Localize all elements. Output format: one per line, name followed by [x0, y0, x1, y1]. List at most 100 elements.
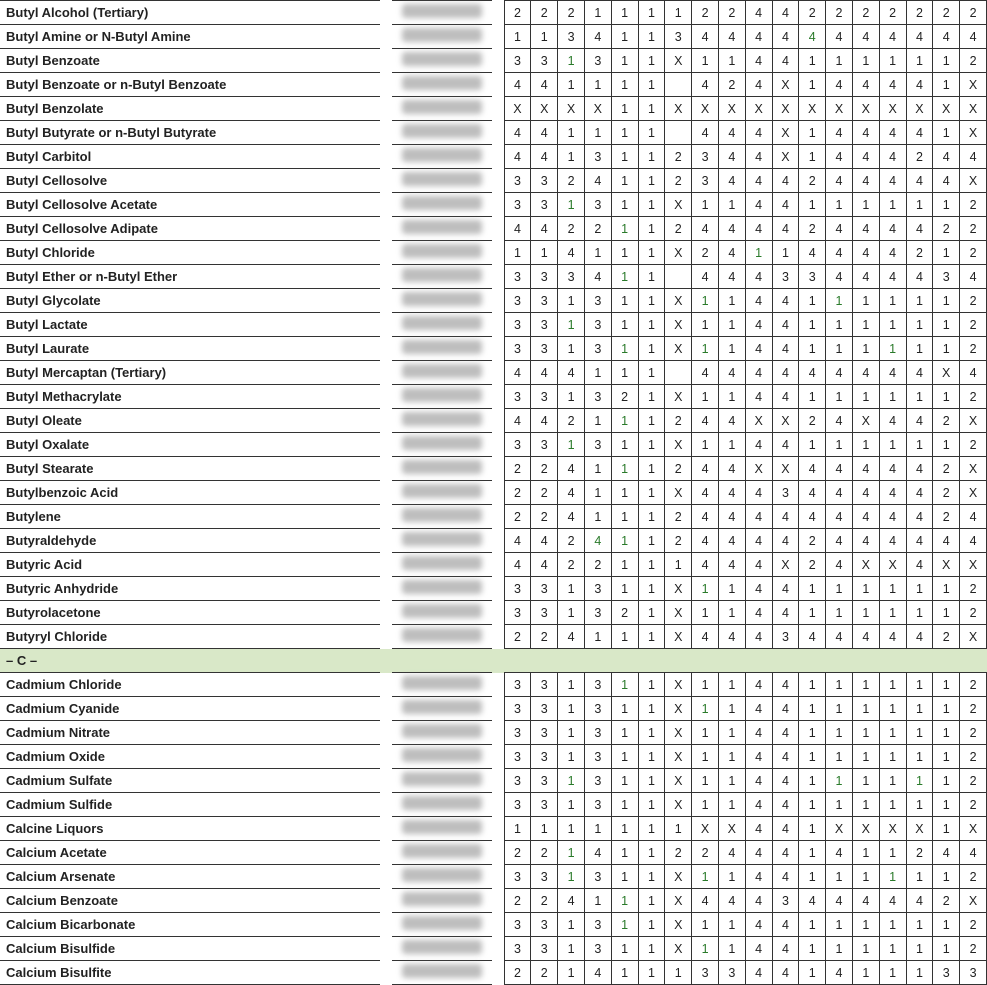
rating-cell: 3: [504, 913, 531, 937]
rating-cell: 4: [799, 361, 826, 385]
rating-cell: 3: [584, 865, 611, 889]
rating-cell: 1: [906, 937, 933, 961]
rating-cell: 4: [772, 745, 799, 769]
rating-cell: 4: [852, 121, 879, 145]
chemical-name: Butyric Anhydride: [0, 577, 380, 601]
rating-cell: 1: [906, 745, 933, 769]
rating-cell: 4: [826, 481, 853, 505]
rating-cell: 4: [826, 625, 853, 649]
rating-cell: 1: [611, 241, 638, 265]
rating-cell: 3: [772, 625, 799, 649]
table-row: Calcium Benzoate224111X4443444442X: [0, 889, 987, 913]
rating-cell: 1: [692, 697, 719, 721]
rating-cell: 4: [826, 217, 853, 241]
rating-cell: 3: [584, 601, 611, 625]
rating-cell: 3: [531, 385, 558, 409]
rating-cell: 4: [504, 553, 531, 577]
rating-cell: 4: [531, 217, 558, 241]
rating-cell: 3: [504, 697, 531, 721]
rating-cell: 1: [852, 49, 879, 73]
rating-cell: 1: [584, 817, 611, 841]
rating-cell: X: [718, 817, 745, 841]
rating-cell: 1: [638, 385, 665, 409]
rating-cell: X: [826, 97, 853, 121]
obscured-cell: [392, 409, 492, 433]
rating-cell: 1: [611, 217, 638, 241]
rating-cell: 2: [906, 841, 933, 865]
rating-cell: 4: [879, 457, 906, 481]
rating-cell: 1: [638, 49, 665, 73]
rating-cell: 4: [745, 505, 772, 529]
rating-cell: 2: [960, 913, 987, 937]
rating-cell: 2: [960, 673, 987, 697]
rating-cell: 4: [772, 721, 799, 745]
rating-cell: 2: [504, 625, 531, 649]
rating-cell: 4: [745, 769, 772, 793]
rating-cell: 1: [906, 601, 933, 625]
rating-cell: X: [772, 145, 799, 169]
rating-cell: 4: [558, 481, 585, 505]
rating-cell: 4: [692, 217, 719, 241]
rating-cell: 3: [531, 49, 558, 73]
rating-cell: 3: [504, 673, 531, 697]
rating-cell: 1: [718, 865, 745, 889]
rating-cell: 1: [584, 481, 611, 505]
rating-cell: [665, 265, 692, 289]
rating-cell: 4: [692, 481, 719, 505]
rating-cell: 1: [611, 673, 638, 697]
rating-cell: 1: [692, 913, 719, 937]
rating-cell: 4: [772, 169, 799, 193]
rating-cell: 4: [879, 505, 906, 529]
rating-cell: 1: [852, 865, 879, 889]
rating-cell: 4: [718, 217, 745, 241]
rating-cell: 3: [584, 745, 611, 769]
rating-cell: 3: [584, 937, 611, 961]
rating-cell: 1: [826, 769, 853, 793]
rating-cell: 1: [558, 577, 585, 601]
rating-cell: 4: [745, 673, 772, 697]
rating-cell: 4: [504, 529, 531, 553]
rating-cell: X: [960, 409, 987, 433]
rating-cell: 1: [611, 913, 638, 937]
rating-cell: 4: [799, 25, 826, 49]
rating-cell: 4: [852, 457, 879, 481]
rating-cell: 4: [558, 457, 585, 481]
rating-cell: 1: [584, 361, 611, 385]
rating-cell: 1: [638, 793, 665, 817]
rating-cell: 4: [852, 241, 879, 265]
rating-cell: 1: [638, 673, 665, 697]
rating-cell: 1: [906, 193, 933, 217]
rating-cell: X: [665, 241, 692, 265]
rating-cell: 1: [611, 193, 638, 217]
obscured-cell: [392, 913, 492, 937]
rating-cell: 1: [879, 601, 906, 625]
rating-cell: 4: [772, 289, 799, 313]
table-row: Butyric Anhydride331311X11441111112: [0, 577, 987, 601]
rating-cell: 1: [611, 841, 638, 865]
rating-cell: 1: [611, 529, 638, 553]
rating-cell: 4: [772, 337, 799, 361]
rating-cell: 4: [960, 505, 987, 529]
chemical-name: Calcium Arsenate: [0, 865, 380, 889]
rating-cell: 1: [879, 193, 906, 217]
rating-cell: 4: [718, 481, 745, 505]
rating-cell: 1: [638, 337, 665, 361]
chemical-name: Butyl Oleate: [0, 409, 380, 433]
rating-cell: 4: [745, 1, 772, 25]
rating-cell: 1: [638, 481, 665, 505]
rating-cell: 1: [504, 817, 531, 841]
rating-cell: 1: [638, 841, 665, 865]
rating-cell: 1: [638, 25, 665, 49]
rating-cell: X: [692, 97, 719, 121]
rating-cell: 1: [665, 961, 692, 985]
rating-cell: 2: [558, 553, 585, 577]
rating-cell: 1: [611, 1, 638, 25]
chemical-name: Butyl Carbitol: [0, 145, 380, 169]
rating-cell: 1: [852, 841, 879, 865]
rating-cell: 1: [638, 73, 665, 97]
rating-cell: 4: [692, 265, 719, 289]
obscured-cell: [392, 457, 492, 481]
rating-cell: 1: [906, 697, 933, 721]
chemical-name: Butylene: [0, 505, 380, 529]
rating-cell: 1: [531, 241, 558, 265]
